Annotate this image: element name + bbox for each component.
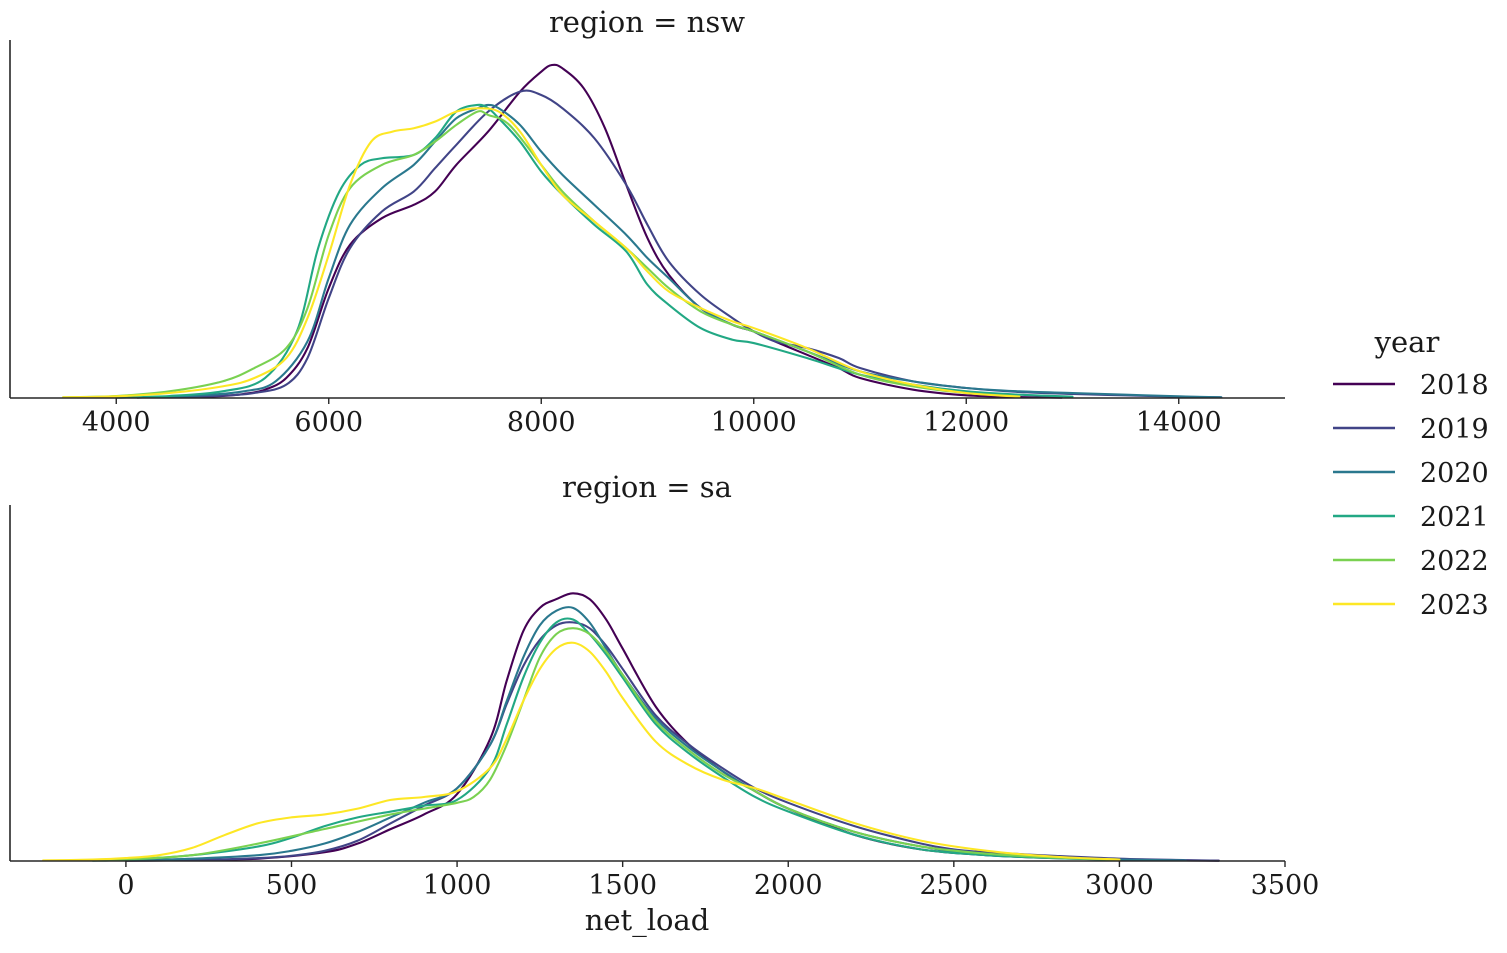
- panel-title-sa: region = sa: [562, 470, 732, 504]
- x-ticks-nsw: 4000 6000 8000 10000 12000 14000: [82, 398, 1222, 438]
- series-line-2023: [62, 107, 1021, 399]
- x-tick-label-8000: 8000: [507, 407, 576, 438]
- legend-label-2019: 2019: [1420, 414, 1489, 445]
- series-line-2021: [91, 617, 1121, 862]
- series-line-2023: [42, 641, 1121, 862]
- series-line-2018: [124, 592, 1220, 862]
- x-ticks-sa: 0 500 1000 1500 2000 2500 3000 3500: [117, 861, 1319, 901]
- series-line-2018: [189, 63, 1063, 399]
- legend-label-2022: 2022: [1420, 546, 1489, 577]
- x-tick-label-10000: 10000: [711, 407, 797, 438]
- series-line-2019: [168, 89, 1223, 399]
- x-tick-label-500: 500: [266, 870, 318, 901]
- legend-label-2023: 2023: [1420, 590, 1489, 621]
- series-line-2022: [62, 110, 1021, 399]
- series-line-2020: [136, 103, 1223, 399]
- x-tick-label-4000: 4000: [82, 407, 151, 438]
- x-tick-label-3000: 3000: [1085, 870, 1154, 901]
- series-lines-nsw: [62, 63, 1223, 399]
- x-tick-label-14000: 14000: [1136, 407, 1222, 438]
- x-tick-label-1500: 1500: [588, 870, 657, 901]
- series-line-2020: [124, 606, 1187, 862]
- panel-title-nsw: region = nsw: [549, 5, 745, 39]
- legend-entries: 2018 2019 2020 2021 2022 2023: [1333, 370, 1489, 621]
- x-tick-label-1000: 1000: [423, 870, 492, 901]
- legend-label-2020: 2020: [1420, 458, 1489, 489]
- x-tick-label-3500: 3500: [1251, 870, 1320, 901]
- series-line-2019: [124, 621, 1220, 862]
- x-tick-label-0: 0: [117, 870, 134, 901]
- panel-nsw: region = nsw 4000 6000 8000 10000 12000 14000: [9, 5, 1285, 438]
- legend-title: year: [1374, 325, 1440, 359]
- x-axis-label: net_load: [585, 903, 710, 938]
- x-tick-label-12000: 12000: [923, 407, 1009, 438]
- x-tick-label-2000: 2000: [754, 870, 823, 901]
- x-tick-label-6000: 6000: [294, 407, 363, 438]
- panel-sa: region = sa 0 500 1000 1500 2000 2500 3000 3500…: [9, 470, 1319, 938]
- legend-label-2021: 2021: [1420, 502, 1489, 533]
- series-line-2021: [115, 103, 1074, 399]
- series-line-2022: [75, 627, 1121, 862]
- x-tick-label-2500: 2500: [919, 870, 988, 901]
- series-lines-sa: [42, 592, 1220, 862]
- legend: year 2018 2019 2020 2021 2022 2023: [1333, 325, 1489, 621]
- legend-label-2018: 2018: [1420, 370, 1489, 401]
